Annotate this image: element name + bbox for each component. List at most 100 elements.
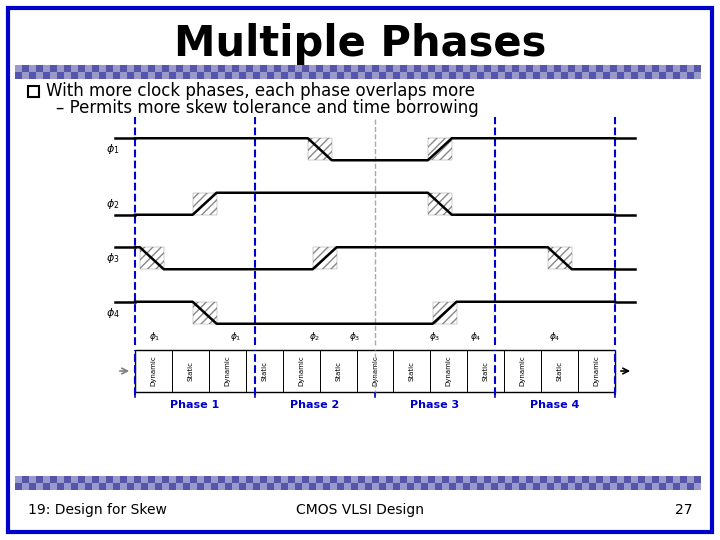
Bar <box>568 476 575 483</box>
Text: $\phi_3$: $\phi_3$ <box>349 330 361 343</box>
Bar <box>652 65 659 72</box>
Bar <box>470 65 477 72</box>
Bar <box>379 483 386 490</box>
Bar <box>15 72 22 79</box>
Bar <box>323 476 330 483</box>
Bar <box>358 65 365 72</box>
Bar <box>183 483 190 490</box>
Bar <box>148 65 155 72</box>
Bar <box>106 476 113 483</box>
Bar <box>659 483 666 490</box>
Bar <box>631 476 638 483</box>
Bar <box>15 476 22 483</box>
Bar <box>106 72 113 79</box>
Bar <box>246 72 253 79</box>
Bar <box>673 476 680 483</box>
Bar <box>358 476 365 483</box>
Bar <box>617 483 624 490</box>
Bar <box>505 65 512 72</box>
Bar <box>246 65 253 72</box>
Bar <box>134 65 141 72</box>
Bar <box>547 72 554 79</box>
Bar <box>337 65 344 72</box>
Bar <box>309 65 316 72</box>
Bar <box>176 483 183 490</box>
Text: Dynamic: Dynamic <box>520 356 526 387</box>
Text: Phase 2: Phase 2 <box>290 400 340 410</box>
Bar <box>659 72 666 79</box>
Bar <box>449 483 456 490</box>
Bar <box>162 476 169 483</box>
Bar <box>295 476 302 483</box>
Bar <box>232 72 239 79</box>
Bar <box>645 483 652 490</box>
Bar <box>554 65 561 72</box>
Text: Dynamic: Dynamic <box>225 356 230 387</box>
Bar <box>365 72 372 79</box>
Bar <box>36 72 43 79</box>
Bar <box>92 65 99 72</box>
Bar <box>183 476 190 483</box>
Bar <box>610 483 617 490</box>
Bar <box>547 476 554 483</box>
Bar <box>386 483 393 490</box>
Bar <box>176 72 183 79</box>
Bar <box>456 483 463 490</box>
Bar <box>386 72 393 79</box>
Bar <box>57 476 64 483</box>
Bar <box>127 65 134 72</box>
Bar <box>155 476 162 483</box>
Bar <box>470 483 477 490</box>
Bar <box>694 483 701 490</box>
Bar <box>78 476 85 483</box>
Bar <box>169 483 176 490</box>
Bar <box>190 65 197 72</box>
Bar <box>134 483 141 490</box>
Bar <box>36 65 43 72</box>
Text: Static: Static <box>483 361 489 381</box>
Bar <box>624 483 631 490</box>
Bar <box>267 476 274 483</box>
Bar <box>316 72 323 79</box>
Bar <box>267 65 274 72</box>
Bar <box>414 476 421 483</box>
Text: Dynamic: Dynamic <box>150 356 156 387</box>
Bar <box>603 72 610 79</box>
Bar <box>533 65 540 72</box>
Bar <box>155 483 162 490</box>
Bar <box>666 476 673 483</box>
Bar <box>582 65 589 72</box>
Bar <box>414 483 421 490</box>
Bar <box>407 476 414 483</box>
Text: Static: Static <box>187 361 194 381</box>
Bar <box>288 72 295 79</box>
Bar <box>169 476 176 483</box>
Bar <box>99 72 106 79</box>
Text: – Permits more skew tolerance and time borrowing: – Permits more skew tolerance and time b… <box>56 99 479 117</box>
Bar <box>547 65 554 72</box>
Bar <box>596 476 603 483</box>
Bar <box>456 72 463 79</box>
Bar <box>50 483 57 490</box>
Bar <box>253 65 260 72</box>
Bar <box>288 65 295 72</box>
Bar <box>449 65 456 72</box>
Bar <box>295 65 302 72</box>
Bar <box>393 476 400 483</box>
Bar <box>337 72 344 79</box>
Bar <box>43 72 50 79</box>
Bar <box>533 483 540 490</box>
Bar <box>50 476 57 483</box>
Bar <box>540 476 547 483</box>
Bar <box>687 72 694 79</box>
Bar <box>582 72 589 79</box>
Bar <box>330 72 337 79</box>
Bar <box>316 65 323 72</box>
Bar <box>680 476 687 483</box>
Bar <box>666 483 673 490</box>
Bar <box>106 65 113 72</box>
Bar <box>386 65 393 72</box>
Bar <box>15 483 22 490</box>
Bar <box>148 476 155 483</box>
Bar <box>127 483 134 490</box>
